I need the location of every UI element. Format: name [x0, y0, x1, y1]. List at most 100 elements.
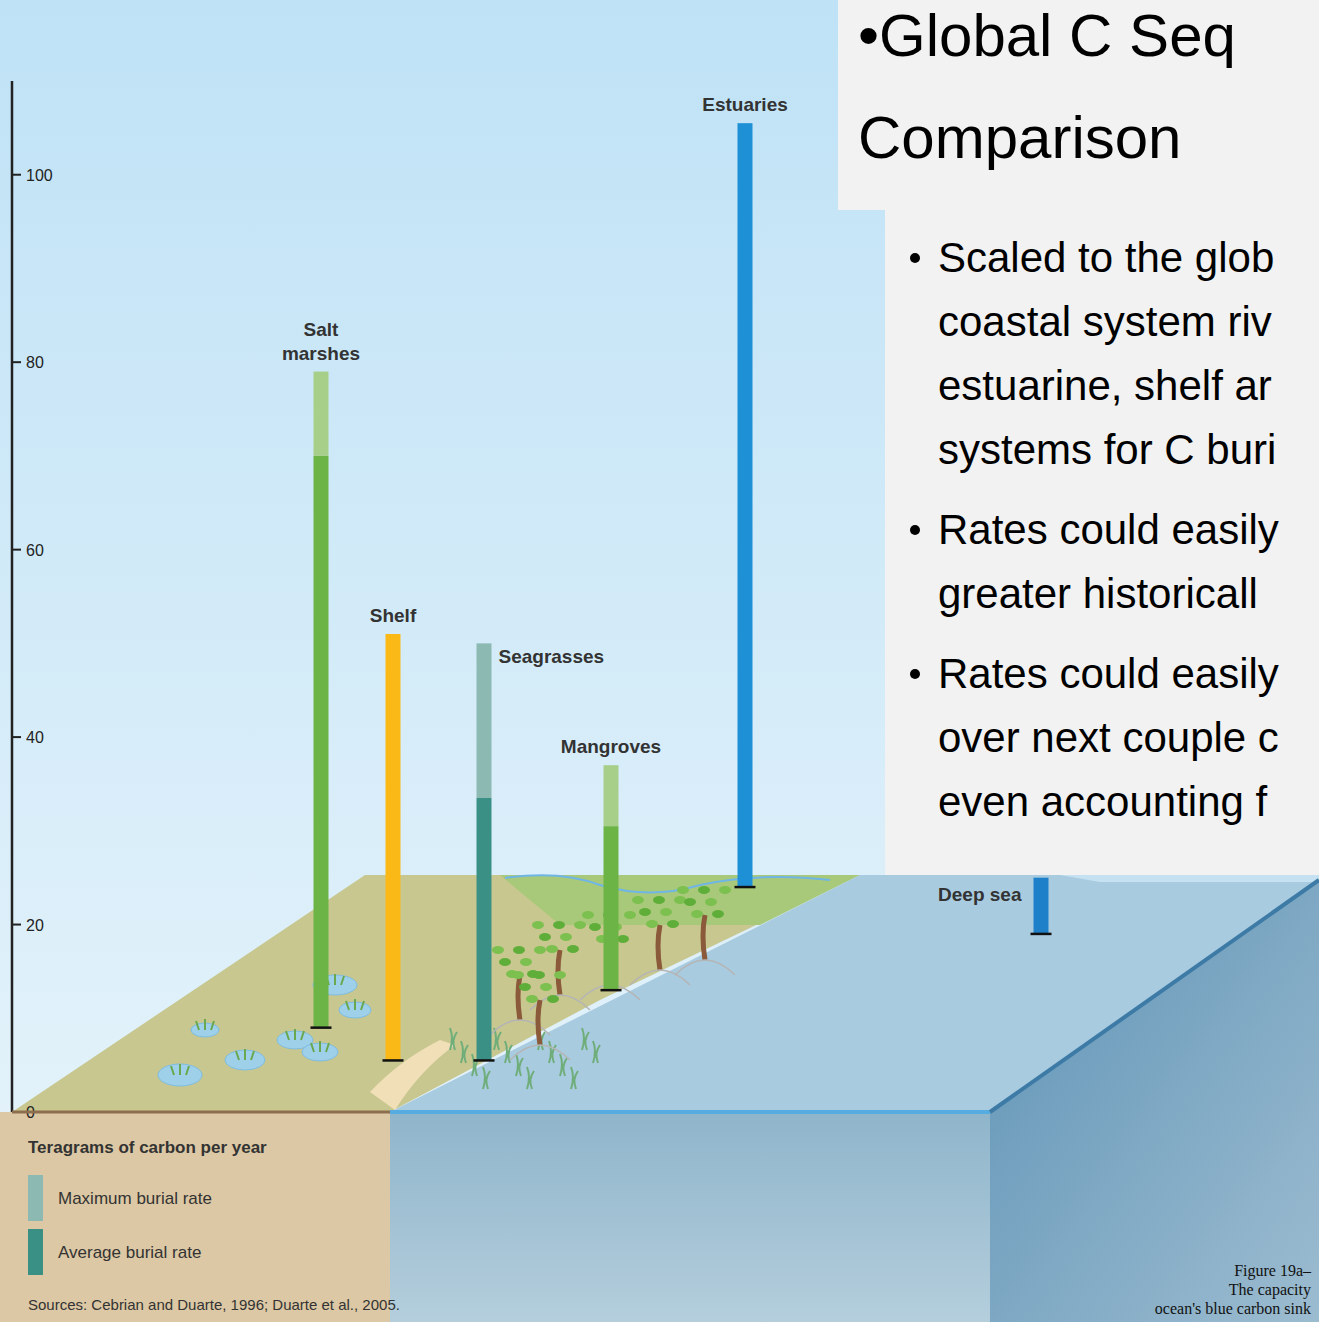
tree-root — [630, 970, 690, 985]
tree-leaf — [574, 921, 586, 929]
slope-face — [990, 880, 1319, 1322]
tick-label: 20 — [26, 917, 44, 934]
marsh-grass — [196, 1019, 214, 1030]
legend-label: Average burial rate — [58, 1243, 201, 1262]
bullet-dot — [910, 669, 920, 679]
bullet-box — [885, 210, 1319, 875]
tree-leaf — [712, 910, 724, 918]
sky — [0, 0, 1319, 1322]
marsh-grass — [311, 1041, 329, 1052]
tree-leaf — [646, 920, 658, 928]
caption-line: ocean's blue carbon sink — [1155, 1300, 1311, 1317]
tick-mark — [12, 924, 21, 926]
base-tick — [311, 1026, 332, 1029]
water-front — [390, 1112, 990, 1322]
tree-leaf — [553, 921, 565, 929]
average-bar — [477, 798, 492, 1060]
tree-root — [510, 1045, 570, 1060]
soil — [0, 1112, 990, 1322]
legend: Teragrams of carbon per year Maximum buri… — [28, 1138, 400, 1313]
tree-leaf — [512, 971, 524, 979]
bullet-text: Rates could easily — [938, 650, 1279, 697]
shoreline — [390, 1110, 990, 1114]
baseline — [12, 1111, 390, 1114]
tree-leaf — [582, 911, 594, 919]
tree-leaf — [520, 958, 532, 966]
tree-leaf — [534, 946, 546, 954]
marsh-grass — [286, 1029, 304, 1040]
marsh-grass — [171, 1064, 189, 1075]
tree-leaf — [526, 995, 538, 1003]
bullet-text: even accounting f — [938, 778, 1268, 825]
seagrass-blade — [560, 1054, 567, 1076]
caption: Figure 19a–The capacityocean's blue carb… — [1155, 1262, 1312, 1317]
legend-label: Maximum burial rate — [58, 1189, 212, 1208]
label-line: Salt — [304, 319, 340, 340]
marsh-grass — [236, 1049, 254, 1060]
tree-leaf — [519, 983, 531, 991]
seagrass-blade — [461, 1041, 468, 1063]
category-label: Saltmarshes — [282, 319, 360, 364]
tree-trunk — [658, 925, 660, 970]
tick-mark — [12, 174, 21, 176]
tick-mark — [12, 736, 21, 738]
base-tick — [735, 886, 756, 889]
seagrass-blade — [450, 1028, 457, 1050]
tree-leaf — [554, 971, 566, 979]
tick-label: 40 — [26, 729, 44, 746]
bullet-text: over next couple c — [938, 714, 1279, 761]
average-bar — [604, 826, 619, 990]
tree-leaf — [560, 933, 572, 941]
tree-trunk — [518, 975, 520, 1020]
tree-leaf — [624, 911, 636, 919]
tree-leaf — [532, 921, 544, 929]
tree-leaf — [632, 896, 644, 904]
slide-text: •Global C Seq Comparison Scaled to the glo… — [838, 0, 1319, 875]
bullet-dot — [910, 525, 920, 535]
tree-leaf — [499, 958, 511, 966]
page: 020406080100SaltmarshesShelfSeagrassesMa… — [0, 0, 1319, 1322]
tree-leaf — [513, 946, 525, 954]
seagrass-blade — [593, 1041, 600, 1063]
bullet-text: greater historicall — [938, 570, 1258, 617]
category-label: Shelf — [370, 605, 417, 626]
category-label: Seagrasses — [499, 646, 605, 667]
average-bar — [386, 634, 401, 1060]
axis-line — [11, 81, 14, 1112]
y-axis: 020406080100 — [12, 81, 390, 1121]
bullet-text: coastal system riv — [938, 298, 1272, 345]
legend-swatch — [28, 1229, 43, 1275]
axis-title: Teragrams of carbon per year — [28, 1138, 267, 1157]
tree-leaf — [547, 995, 559, 1003]
marsh-pond — [158, 1064, 202, 1086]
seagrass-blade — [549, 1041, 556, 1063]
bullet-dot — [910, 253, 920, 263]
average-bar — [314, 456, 329, 1028]
legend-swatch — [28, 1175, 43, 1221]
tick-mark — [12, 361, 21, 363]
base-tick — [1031, 933, 1052, 936]
tree-trunk — [703, 915, 705, 960]
seagrass-blade — [582, 1028, 589, 1050]
bullet-text: Rates could easily — [938, 506, 1279, 553]
river — [505, 875, 830, 892]
slide-title: •Global C Seq — [858, 2, 1236, 69]
average-bar — [1034, 878, 1049, 934]
base-tick — [474, 1059, 495, 1062]
tree-leaf — [639, 908, 651, 916]
tree-leaf — [546, 945, 558, 953]
tick-label: 60 — [26, 542, 44, 559]
bullet-text: Scaled to the glob — [938, 234, 1274, 281]
deep-sea-surface — [1060, 875, 1319, 882]
maximum-bar — [604, 765, 619, 826]
seagrass-blade — [571, 1067, 578, 1089]
caption-line: The capacity — [1229, 1281, 1311, 1299]
slide-title: Comparison — [858, 104, 1181, 171]
seagrass-blade — [483, 1067, 490, 1089]
seagrass-blade — [527, 1067, 534, 1089]
category-label: Mangroves — [561, 736, 661, 757]
beach — [370, 1040, 455, 1110]
seagrass-blade — [516, 1054, 523, 1076]
tree-leaf — [567, 945, 579, 953]
marsh-grass — [326, 974, 344, 985]
